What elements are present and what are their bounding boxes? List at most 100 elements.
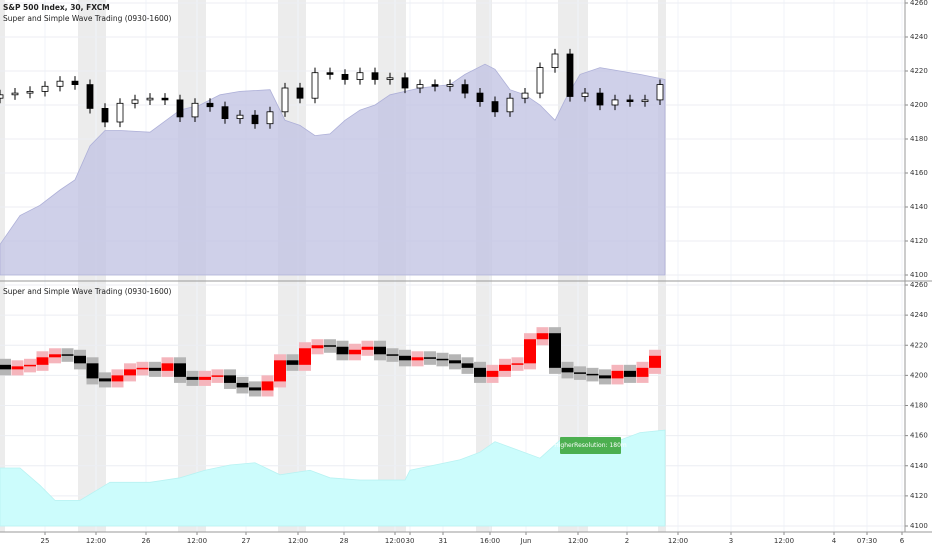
x-tick-label: 28 xyxy=(340,537,349,545)
candle-body xyxy=(199,376,211,380)
symbol-title: S&P 500 Index, 30, FXCM xyxy=(3,3,110,12)
x-tick-label: 26 xyxy=(142,537,151,545)
x-tick-label: 16:00 xyxy=(480,537,500,545)
candle-body xyxy=(561,367,574,373)
candle-body xyxy=(626,99,634,103)
candle-body xyxy=(49,354,61,358)
candle-body xyxy=(574,372,586,374)
candle-body xyxy=(116,102,124,123)
candle-body xyxy=(161,97,169,101)
candle-body xyxy=(0,364,11,370)
candle-body xyxy=(336,346,349,355)
candle-body xyxy=(124,369,136,376)
x-tick-label: Jun xyxy=(520,537,532,545)
x-tick-label: 4 xyxy=(832,537,837,545)
candle-body xyxy=(349,349,361,355)
candle-body xyxy=(411,357,424,361)
candle-body xyxy=(581,92,589,97)
candle-body xyxy=(136,367,149,370)
y-tick-label: 4240 xyxy=(910,311,928,319)
candle-body xyxy=(221,106,229,119)
candle-body xyxy=(386,354,399,356)
candle-body xyxy=(261,381,274,391)
y-tick-label: 4260 xyxy=(910,0,928,7)
candle-body xyxy=(511,363,524,365)
x-tick-label: 30 xyxy=(406,537,415,545)
candle-body xyxy=(499,364,511,371)
candle-body xyxy=(596,92,604,106)
candle-body xyxy=(431,84,439,87)
candle-body xyxy=(0,94,4,99)
y-tick-label: 4260 xyxy=(910,281,928,289)
x-tick-label: 12:00 xyxy=(568,537,588,545)
candle-body xyxy=(341,74,349,80)
candle-body xyxy=(24,364,36,367)
x-tick-label: 27 xyxy=(242,537,251,545)
candle-body xyxy=(461,363,474,368)
y-tick-label: 4100 xyxy=(910,522,928,530)
candle-body xyxy=(461,84,469,94)
candle-body xyxy=(61,354,74,356)
candle-body xyxy=(161,363,174,371)
candle-body xyxy=(551,53,559,69)
x-tick-label: 07:30 xyxy=(857,537,877,545)
candle-body xyxy=(401,77,409,89)
candle-body xyxy=(176,99,184,118)
x-tick-label: 12:00 xyxy=(774,537,794,545)
candle-body xyxy=(74,355,86,364)
candle-body xyxy=(524,339,536,364)
candle-body xyxy=(361,346,374,350)
y-tick-label: 4140 xyxy=(910,203,928,211)
candle-body xyxy=(224,375,236,383)
candle-body xyxy=(71,80,79,85)
candle-body xyxy=(56,80,64,87)
candle-body xyxy=(11,366,24,370)
candle-body xyxy=(436,358,449,361)
candle-body xyxy=(249,387,261,391)
y-tick-label: 4200 xyxy=(910,101,928,109)
candle-body xyxy=(424,357,436,359)
candle-body xyxy=(274,360,286,382)
y-tick-label: 4160 xyxy=(910,169,928,177)
y-tick-label: 4100 xyxy=(910,271,928,279)
candle-body xyxy=(99,378,111,382)
candle-body xyxy=(586,373,599,376)
y-tick-label: 4180 xyxy=(910,402,928,410)
candle-body xyxy=(549,333,561,368)
candle-body xyxy=(299,348,311,365)
candle-body xyxy=(101,108,109,123)
candle-body xyxy=(111,375,124,382)
candle-body xyxy=(86,84,94,109)
x-tick-label: 12:00 xyxy=(668,537,688,545)
x-tick-label: 31 xyxy=(439,537,448,545)
candle-body xyxy=(311,345,324,349)
candle-body xyxy=(656,84,664,101)
indicator-title: Super and Simple Wave Trading (0930-1600… xyxy=(3,14,172,23)
candle-body xyxy=(374,346,386,355)
candle-body xyxy=(281,87,289,113)
x-tick-label: 3 xyxy=(729,537,733,545)
candle-body xyxy=(286,360,299,365)
candle-body xyxy=(86,363,99,379)
x-tick-label: 25 xyxy=(41,537,50,545)
candle-body xyxy=(624,370,636,377)
candle-body xyxy=(251,114,259,125)
x-tick-label: 12:00 xyxy=(86,537,106,545)
candle-body xyxy=(371,72,379,80)
candle-body xyxy=(386,77,394,80)
candle-body xyxy=(491,101,499,113)
candle-body xyxy=(486,370,499,377)
candle-body xyxy=(11,92,19,96)
y-tick-label: 4120 xyxy=(910,492,928,500)
candle-body xyxy=(236,382,249,388)
resolution-badge xyxy=(560,437,621,454)
candle-body xyxy=(41,85,49,92)
candle-body xyxy=(536,333,549,340)
candle-body xyxy=(611,370,624,379)
candle-body xyxy=(649,355,661,368)
y-tick-label: 4120 xyxy=(910,237,928,245)
y-tick-label: 4160 xyxy=(910,432,928,440)
y-tick-label: 4220 xyxy=(910,341,928,349)
candle-body xyxy=(149,367,161,371)
